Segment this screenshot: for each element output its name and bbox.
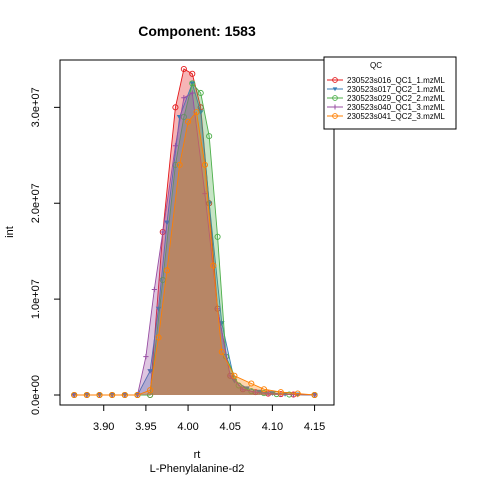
legend-swatch-marker: [332, 77, 338, 83]
data-point: [252, 389, 259, 395]
legend-label: 230523s016_QC1_1.mzML: [347, 76, 445, 85]
x-axis-label: rt: [194, 449, 201, 461]
data-point: [248, 380, 255, 387]
data-point: [121, 391, 128, 399]
x-tick-label: 3.95: [135, 421, 156, 433]
x-axis: 3.90 3.95 4.00 4.05 4.10 4.15: [93, 405, 325, 433]
data-point: [96, 391, 103, 399]
data-point: [160, 229, 166, 235]
data-point: [210, 262, 217, 269]
plot-area-frame: [59, 59, 335, 406]
data-point: [155, 334, 162, 341]
chart-subtitle: L-Phenylalanine-d2: [150, 463, 245, 475]
series-line: [74, 111, 315, 396]
data-point: [311, 391, 318, 399]
data-point: [265, 390, 271, 397]
data-point: [134, 391, 141, 399]
legend-item: 230523s016_QC1_1.mzML: [327, 76, 445, 85]
data-point: [218, 348, 225, 355]
legend: QC 230523s016_QC1_1.mzML230523s017_QC2_1…: [323, 56, 457, 130]
y-tick-label: 1.0e+07: [30, 279, 42, 319]
data-point: [83, 391, 90, 399]
data-point: [164, 220, 170, 226]
y-tick-label: 0.0e+00: [30, 375, 42, 415]
legend-item: 230523s040_QC1_3.mzML: [327, 103, 445, 112]
data-point: [147, 369, 153, 374]
data-point: [180, 113, 187, 120]
series-area: [74, 112, 315, 395]
data-point: [231, 372, 238, 379]
legend-item: 230523s041_QC2_3.mzML: [327, 112, 445, 121]
data-point: [235, 382, 242, 389]
chart-title: Component: 1583: [138, 23, 256, 39]
y-tick-label: 3.0e+07: [30, 87, 42, 127]
legend-title: QC: [370, 61, 382, 70]
data-point: [185, 118, 192, 125]
series-area: [74, 69, 315, 395]
data-point: [176, 161, 183, 168]
legend-items: 230523s016_QC1_1.mzML230523s017_QC2_1.mz…: [327, 76, 445, 121]
legend-label: 230523s041_QC2_3.mzML: [347, 112, 445, 121]
data-point: [248, 388, 255, 395]
series-layer: [71, 65, 318, 399]
legend-label: 230523s029_QC2_2.mzML: [347, 94, 445, 103]
x-tick-label: 4.05: [220, 421, 241, 433]
data-point: [147, 387, 154, 394]
legend-box: [323, 56, 457, 130]
data-point: [201, 161, 208, 168]
data-point: [172, 104, 179, 111]
y-tick-label: 2.0e+07: [30, 183, 42, 223]
data-point: [71, 391, 78, 399]
legend-item: 230523s017_QC2_1.mzML: [327, 85, 445, 94]
data-point: [193, 109, 200, 116]
data-point: [172, 143, 179, 149]
data-point: [197, 110, 204, 116]
data-point: [277, 389, 284, 396]
data-point: [214, 233, 221, 240]
series-area: [74, 83, 315, 396]
data-point: [240, 386, 246, 392]
data-point: [189, 80, 196, 87]
legend-swatch-marker: [332, 87, 338, 92]
data-point: [143, 354, 149, 360]
legend-swatch-marker: [332, 104, 338, 110]
data-point: [260, 386, 268, 393]
data-point: [202, 191, 208, 197]
legend-swatch-marker: [332, 95, 338, 101]
data-point: [109, 391, 116, 399]
x-tick-label: 4.10: [262, 421, 283, 433]
series-area: [74, 93, 315, 395]
legend-label: 230523s017_QC2_1.mzML: [347, 85, 445, 94]
data-point: [181, 95, 187, 101]
data-point: [180, 65, 187, 73]
x-tick-label: 4.00: [177, 421, 198, 433]
data-point: [197, 89, 204, 97]
legend-label: 230523s040_QC1_3.mzML: [347, 103, 445, 112]
data-point: [163, 267, 171, 274]
data-point: [189, 70, 196, 77]
data-point: [294, 390, 301, 397]
legend-swatch-marker: [332, 113, 338, 119]
series-area: [74, 83, 315, 396]
data-point: [151, 286, 157, 293]
data-point: [189, 90, 195, 96]
y-axis: 0.0e+00 1.0e+07 2.0e+07 3.0e+07: [30, 87, 60, 415]
y-axis-label: int: [4, 226, 16, 238]
x-tick-label: 3.90: [93, 421, 114, 433]
data-point: [206, 133, 213, 140]
series-5: [71, 109, 318, 399]
legend-item: 230523s029_QC2_2.mzML: [327, 94, 445, 103]
x-tick-label: 4.15: [304, 421, 325, 433]
